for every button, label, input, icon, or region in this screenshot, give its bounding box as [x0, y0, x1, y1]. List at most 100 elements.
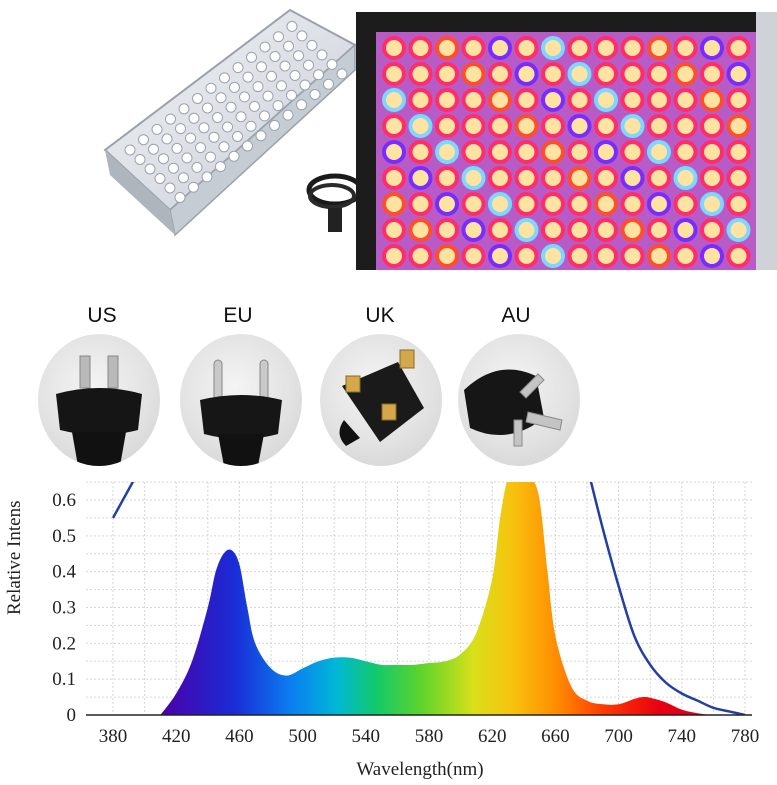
x-tick-label: 500: [288, 726, 317, 747]
led-dot: [309, 89, 321, 100]
led-dot: [461, 36, 486, 60]
led-dot: [408, 88, 433, 112]
led-dot: [673, 62, 698, 86]
led-dot: [514, 140, 539, 164]
x-tick-label: 660: [541, 726, 570, 747]
led-dot: [594, 192, 618, 216]
led-dot: [700, 114, 724, 138]
led-dot: [382, 62, 406, 86]
led-dot: [726, 36, 751, 60]
led-dot: [488, 140, 512, 164]
led-dot: [514, 166, 539, 190]
led-dot: [594, 114, 618, 138]
led-dot: [283, 40, 294, 52]
us-plug-icon: [38, 334, 160, 466]
led-dot: [700, 244, 724, 268]
led-dot: [435, 218, 459, 242]
led-dot: [229, 81, 240, 93]
led-dot: [316, 49, 328, 61]
led-dot: [620, 88, 645, 112]
led-dot: [541, 140, 565, 164]
led-dot: [620, 62, 645, 86]
led-dot: [222, 121, 233, 133]
led-dot: [382, 244, 406, 268]
led-dot: [168, 162, 179, 174]
led-dot: [154, 173, 166, 184]
led-dot: [382, 166, 406, 190]
led-dot: [673, 114, 698, 138]
led-dot: [212, 112, 223, 123]
led-dot: [124, 144, 136, 156]
led-dot: [242, 140, 253, 152]
led-dot: [299, 79, 311, 91]
led-dot: [219, 72, 230, 84]
led-dot: [647, 114, 671, 138]
led-dot: [461, 140, 486, 164]
led-dot: [148, 143, 159, 155]
led-dot: [188, 181, 199, 193]
led-dot: [232, 131, 243, 142]
led-dot: [174, 192, 186, 203]
led-dot: [191, 161, 203, 173]
led-dot: [188, 112, 200, 124]
led-dot: [620, 114, 645, 138]
led-dot: [594, 140, 618, 164]
y-tick-label: 0.6: [52, 490, 76, 511]
led-dot: [178, 103, 190, 115]
led-dot: [594, 36, 618, 60]
au-plug-icon: [458, 334, 580, 466]
led-dot: [567, 218, 592, 242]
led-dot: [594, 88, 618, 112]
led-dot: [408, 192, 433, 216]
x-tick-label: 380: [99, 726, 128, 747]
led-dot: [594, 62, 618, 86]
large-grow-light-panel-photo: [356, 12, 777, 270]
led-dot: [541, 166, 565, 190]
led-dot: [647, 218, 671, 242]
led-dot: [252, 81, 264, 93]
led-dot: [382, 192, 406, 216]
y-tick-label: 0.4: [52, 562, 76, 583]
led-dot: [567, 88, 592, 112]
led-dot: [408, 166, 433, 190]
led-dot: [232, 62, 244, 74]
led-dot: [286, 89, 297, 101]
led-dot: [461, 166, 486, 190]
led-dot: [408, 218, 433, 242]
led-dot: [408, 62, 433, 86]
led-dot: [246, 51, 257, 63]
led-dot: [313, 69, 324, 81]
y-tick-label: 0.3: [52, 598, 76, 619]
plug-label-us: US: [87, 304, 117, 327]
led-dot: [567, 62, 592, 86]
led-dot: [567, 140, 592, 164]
led-dot: [296, 30, 308, 42]
eu-plug-icon: [180, 334, 302, 466]
led-dot: [620, 140, 645, 164]
led-dot: [461, 244, 486, 268]
y-tick-label: 0.2: [52, 633, 76, 654]
led-dot: [514, 218, 539, 242]
led-dot: [382, 140, 406, 164]
led-dot: [435, 114, 459, 138]
small-grow-light-photo: [90, 0, 360, 255]
led-dot: [266, 70, 277, 82]
led-dot: [435, 166, 459, 190]
led-dot: [269, 119, 280, 131]
led-dot: [164, 182, 176, 194]
x-tick-label: 580: [415, 726, 444, 747]
led-dot: [673, 244, 698, 268]
led-dot: [181, 152, 193, 164]
led-dot: [461, 88, 486, 112]
led-dot: [726, 192, 751, 216]
x-tick-label: 620: [478, 726, 507, 747]
led-dot: [259, 41, 271, 53]
led-dot: [235, 111, 247, 123]
led-dot: [700, 62, 724, 86]
led-dot: [620, 192, 645, 216]
led-dot: [673, 192, 698, 216]
led-dot: [192, 93, 203, 104]
led-dot: [620, 166, 645, 190]
y-tick-label: 0: [67, 705, 77, 726]
led-dot: [408, 114, 433, 138]
